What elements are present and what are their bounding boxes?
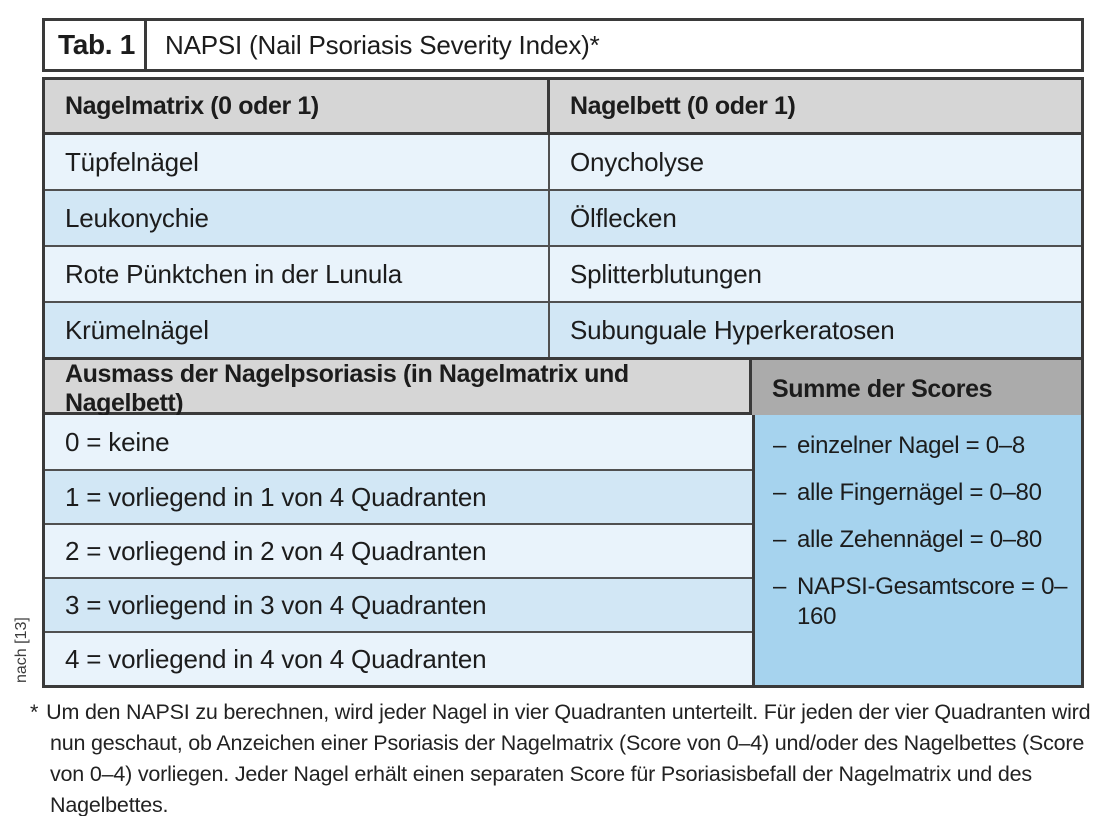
table-row: 0 = keine [45, 415, 752, 469]
table-row: 4 = vorliegend in 4 von 4 Quadranten [45, 631, 752, 685]
section1-header-row: Nagelmatrix (0 oder 1) Nagelbett (0 oder… [45, 80, 1081, 135]
table-cell: Rote Pünktchen in der Lunula [45, 247, 550, 301]
table-cell: Subunguale Hyperkeratosen [570, 314, 895, 345]
score-item: – NAPSI-Gesamtscore = 0–160 [773, 572, 1073, 632]
table-number: Tab. 1 [45, 21, 147, 69]
dash-bullet: – [773, 432, 787, 459]
table-cell: Onycholyse [570, 146, 704, 177]
dash-bullet: – [773, 526, 787, 553]
table-row: Leukonychie Ölflecken [45, 189, 1081, 245]
score-text: NAPSI-Gesamtscore = 0–160 [797, 573, 1068, 630]
table-title: NAPSI (Nail Psoriasis Severity Index)* [165, 29, 600, 60]
score-item: – alle Zehennägel = 0–80 [773, 525, 1073, 555]
section2-header-row: Ausmass der Nagelpsoriasis (in Nagelmatr… [45, 357, 1081, 418]
footnote-marker: * [30, 700, 39, 724]
source-note: nach [13] [13, 617, 30, 683]
table-row: Krümelnägel Subunguale Hyperkeratosen [45, 301, 1081, 357]
score-text: alle Fingernägel = 0–80 [797, 479, 1042, 506]
table-cell: Tüpfelnägel [45, 135, 550, 189]
table-body: Nagelmatrix (0 oder 1) Nagelbett (0 oder… [42, 77, 1084, 688]
table-row: 3 = vorliegend in 3 von 4 Quadranten [45, 577, 752, 631]
score-item: – alle Fingernägel = 0–80 [773, 478, 1073, 508]
quadrant-score-rows: 0 = keine 1 = vorliegend in 1 von 4 Quad… [45, 415, 752, 685]
dash-bullet: – [773, 479, 787, 506]
table-title-row: Tab. 1 NAPSI (Nail Psoriasis Severity In… [42, 18, 1084, 72]
table-cell: Ölflecken [570, 202, 677, 233]
footnote-text: Um den NAPSI zu berechnen, wird jeder Na… [46, 700, 1091, 816]
score-text: einzelner Nagel = 0–8 [797, 432, 1025, 459]
header-nagelmatrix: Nagelmatrix (0 oder 1) [45, 80, 550, 132]
score-summary-cell: – einzelner Nagel = 0–8 – alle Fingernäg… [752, 415, 1081, 685]
napsi-table: Tab. 1 NAPSI (Nail Psoriasis Severity In… [42, 18, 1084, 688]
header-summe-scores: Summe der Scores [752, 360, 1081, 418]
section2-body: 0 = keine 1 = vorliegend in 1 von 4 Quad… [45, 415, 1081, 685]
table-row: Tüpfelnägel Onycholyse [45, 135, 1081, 189]
table-row: 1 = vorliegend in 1 von 4 Quadranten [45, 469, 752, 523]
table-row: 2 = vorliegend in 2 von 4 Quadranten [45, 523, 752, 577]
table-cell: Splitterblutungen [570, 258, 762, 289]
score-item: – einzelner Nagel = 0–8 [773, 431, 1073, 461]
header-nagelbett: Nagelbett (0 oder 1) [570, 91, 796, 120]
table-row: Rote Pünktchen in der Lunula Splitterblu… [45, 245, 1081, 301]
table-cell: Leukonychie [45, 191, 550, 245]
table-cell: Krümelnägel [45, 303, 550, 357]
footnote: * Um den NAPSI zu berechnen, wird jeder N… [30, 697, 1100, 816]
score-text: alle Zehennägel = 0–80 [797, 526, 1042, 553]
dash-bullet: – [773, 573, 787, 600]
header-ausmass: Ausmass der Nagelpsoriasis (in Nagelmatr… [45, 360, 752, 418]
